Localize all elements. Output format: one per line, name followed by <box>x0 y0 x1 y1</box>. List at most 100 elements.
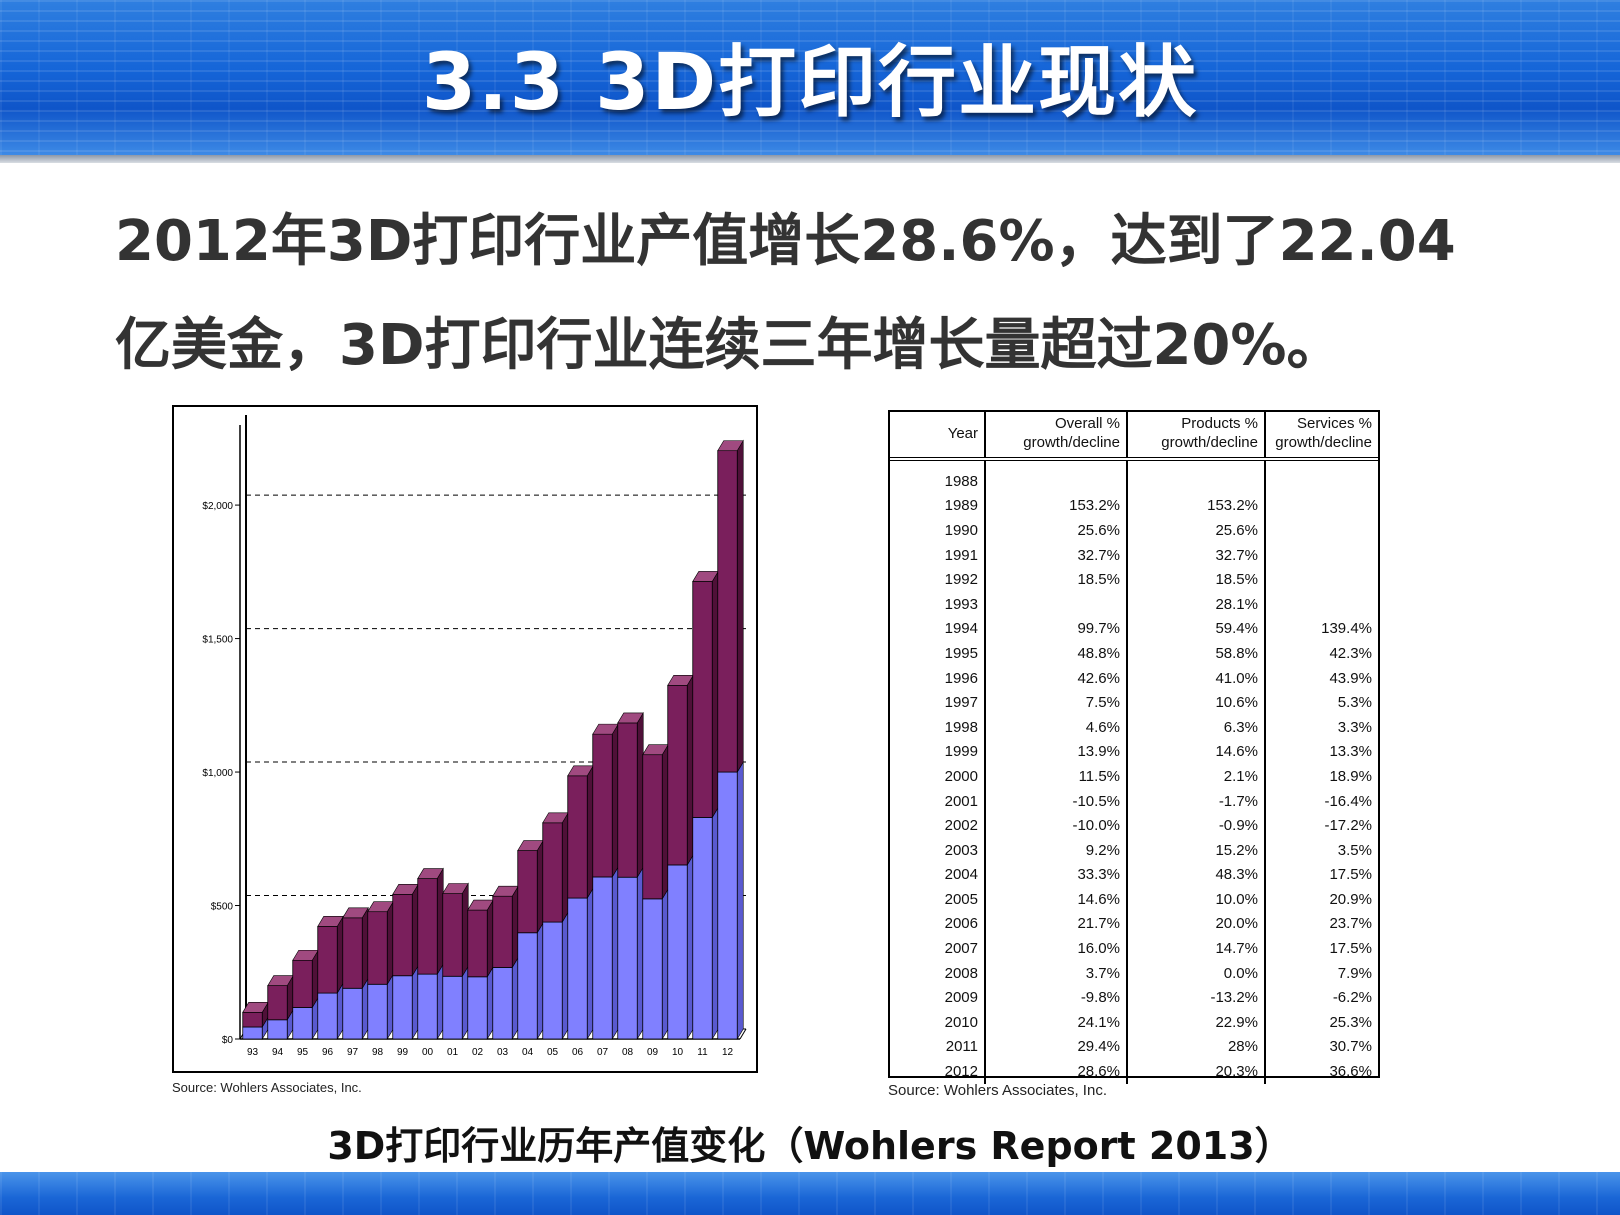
table-cell: 139.4% <box>1321 620 1372 638</box>
bar-top <box>417 868 444 879</box>
table-cell: 14.6% <box>985 887 1128 912</box>
table-cell: 42.3% <box>1329 644 1372 662</box>
table-cell: 10.6% <box>1127 690 1266 715</box>
table-header-cell: Services % growth/decline <box>1265 412 1378 461</box>
table-row: 1997 7.5% 10.6% 5.3% <box>890 690 1378 715</box>
x-tick-label: 94 <box>272 1047 284 1058</box>
table-cell: -17.2% <box>1324 817 1372 835</box>
table-cell <box>1265 494 1378 519</box>
table-cell: 58.8% <box>1127 641 1266 666</box>
table-cell: 17.5% <box>1329 940 1372 958</box>
table-cell: 2003 <box>890 837 986 863</box>
bar-segment <box>542 822 563 923</box>
bar-segment <box>642 754 663 900</box>
table-row: 1993 28.1% <box>890 591 1378 617</box>
table-header-text: growth/decline <box>1161 434 1258 451</box>
bar-side <box>661 743 669 900</box>
table-header-text: growth/decline <box>1275 434 1372 451</box>
bar-segment <box>267 1019 288 1040</box>
x-tick-label: 03 <box>497 1047 509 1058</box>
table-row: 1990 25.6% 25.6% <box>890 518 1378 543</box>
table-cell: -10.5% <box>985 788 1128 814</box>
table-cell: 1994 <box>890 616 986 642</box>
table-cell: 1995 <box>890 641 986 666</box>
x-tick-label: 96 <box>322 1047 334 1058</box>
x-tick-label: 93 <box>247 1047 259 1058</box>
bar-segment <box>417 973 438 1040</box>
bar-side <box>536 921 544 1041</box>
bar-segment <box>417 878 438 975</box>
table-cell: 2000 <box>890 764 986 789</box>
bar-segment <box>517 932 538 1040</box>
bar-side <box>686 853 694 1041</box>
table-cell: 18.9% <box>1329 767 1372 785</box>
bar-side <box>736 760 744 1041</box>
table-cell: 2001 <box>890 788 986 814</box>
bar-segment <box>517 850 538 934</box>
table-cell <box>1265 567 1378 592</box>
figure-caption: 3D打印行业历年产值变化（Wohlers Report 2013） <box>327 1124 1293 1168</box>
table-cell: 7.9% <box>1337 964 1372 982</box>
table-cell: 23.7% <box>1329 915 1372 933</box>
growth-table-container: Year Overall % growth/decline Products % gro… <box>888 410 1380 1084</box>
table-cell: 20.0% <box>1127 911 1266 937</box>
x-tick-label: 07 <box>597 1047 609 1058</box>
table-cell: 2.1% <box>1127 764 1266 789</box>
table-header-cell: Year <box>890 412 986 461</box>
table-cell: 2005 <box>890 887 986 912</box>
table-cell: 33.3% <box>985 862 1128 888</box>
table-row: 2003 9.2% 15.2% 3.5% <box>890 837 1378 863</box>
bar-side <box>661 887 669 1041</box>
x-tick-label: 01 <box>447 1047 459 1058</box>
bar-side <box>511 956 519 1041</box>
footer-bar <box>0 1172 1620 1215</box>
x-tick-label: 04 <box>522 1047 534 1058</box>
table-row: 2008 3.7% 0.0% 7.9% <box>890 960 1378 986</box>
bar-top <box>717 440 744 451</box>
table-cell: -10.0% <box>985 813 1128 838</box>
bar-side <box>511 885 519 969</box>
bar-segment <box>642 898 663 1040</box>
bar-side <box>536 839 544 934</box>
axis-corner-right <box>739 1028 747 1040</box>
bar-segment <box>592 876 613 1040</box>
bar-segment <box>242 1011 263 1028</box>
bar-segment <box>717 771 738 1040</box>
chart-source-note: Source: Wohlers Associates, Inc. <box>172 1080 362 1095</box>
table-row: 1991 32.7% 32.7% <box>890 542 1378 568</box>
table-header-text: growth/decline <box>1023 434 1120 451</box>
table-row: 2009 -9.8% -13.2% -6.2% <box>890 985 1378 1011</box>
table-cell: 4.6% <box>985 714 1128 740</box>
x-tick-label: 97 <box>347 1047 359 1058</box>
table-cell: 20.9% <box>1329 890 1372 908</box>
table-cell: 13.3% <box>1329 743 1372 761</box>
table-cell: -0.9% <box>1127 813 1266 838</box>
x-tick-label: 08 <box>622 1047 634 1058</box>
y-tick-label: $1,000 <box>202 768 233 779</box>
table-cell: 25.3% <box>1329 1013 1372 1031</box>
revenue-chart-svg: $0 $500 $1,000 $1,500 $2,000 93 94 95 96 97 98 99 00… <box>202 415 747 1058</box>
table-cell: 25.6% <box>985 518 1128 543</box>
table-cell: 32.7% <box>1127 542 1266 568</box>
bar-side <box>636 711 644 879</box>
bar-segment <box>242 1026 263 1040</box>
bar-segment <box>692 581 713 818</box>
table-row: 1994 99.7% 59.4% 139.4% <box>890 616 1378 642</box>
table-cell: 20.3% <box>1127 1059 1266 1084</box>
table-row: 1996 42.6% 41.0% 43.9% <box>890 665 1378 691</box>
table-row: 1988 <box>890 459 1378 494</box>
table-row: 2006 21.7% 20.0% 23.7% <box>890 911 1378 937</box>
bar-segment <box>292 959 313 1008</box>
table-cell: 11.5% <box>985 764 1128 789</box>
bar-segment <box>442 975 463 1040</box>
table-cell: 28.1% <box>1127 591 1266 617</box>
table-cell: 2009 <box>890 985 986 1011</box>
table-cell: 2004 <box>890 862 986 888</box>
table-cell <box>985 459 1128 494</box>
bar-side <box>586 764 594 900</box>
table-cell: 1992 <box>890 567 986 592</box>
bar-segment <box>367 983 388 1040</box>
table-row: 1989 153.2% 153.2% <box>890 493 1378 519</box>
x-tick-label: 02 <box>472 1047 484 1058</box>
bar-top <box>617 712 644 724</box>
